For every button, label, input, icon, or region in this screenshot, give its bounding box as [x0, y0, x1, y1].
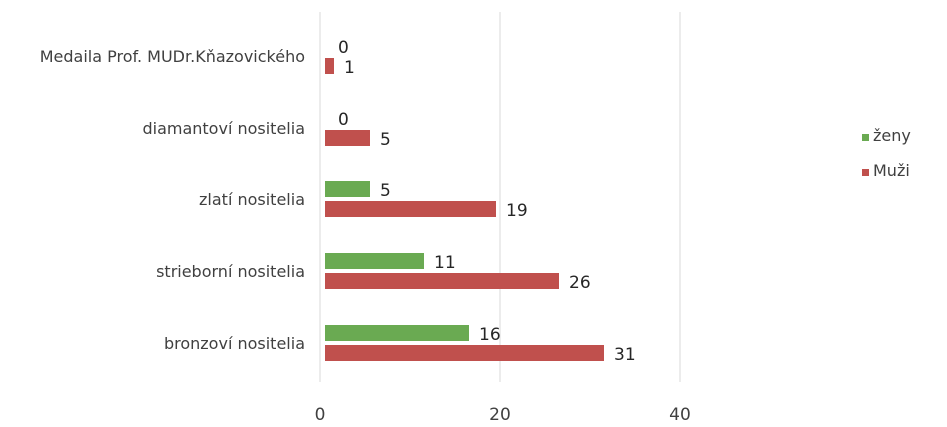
legend-swatch [862, 169, 869, 176]
legend-swatch [862, 134, 869, 141]
bar [325, 273, 559, 289]
data-label: 11 [434, 253, 456, 273]
bar [325, 345, 604, 361]
category-label: Medaila Prof. MUDr.Kňazovického [40, 47, 305, 66]
bar [325, 181, 370, 197]
x-tick-label: 40 [669, 405, 691, 423]
x-tick-label: 0 [315, 405, 326, 423]
data-label: 16 [479, 325, 501, 345]
bar [325, 325, 469, 341]
data-label: 19 [506, 201, 528, 221]
data-label: 0 [338, 38, 349, 58]
category-label: diamantoví nositelia [142, 119, 305, 138]
legend-label: Muži [873, 161, 910, 180]
category-label: zlatí nositelia [199, 190, 305, 209]
bar [325, 58, 334, 74]
legend-label: ženy [873, 126, 911, 145]
x-tick-label: 20 [489, 405, 511, 423]
data-label: 31 [614, 345, 636, 365]
bar [325, 253, 424, 269]
category-label: strieborní nositelia [156, 262, 305, 281]
data-label: 5 [380, 130, 391, 150]
data-label: 26 [569, 273, 591, 293]
category-label: bronzoví nositelia [164, 334, 305, 353]
bar [325, 201, 496, 217]
data-label: 0 [338, 110, 349, 130]
data-label: 1 [344, 58, 355, 78]
data-label: 5 [380, 181, 391, 201]
bar [325, 130, 370, 146]
